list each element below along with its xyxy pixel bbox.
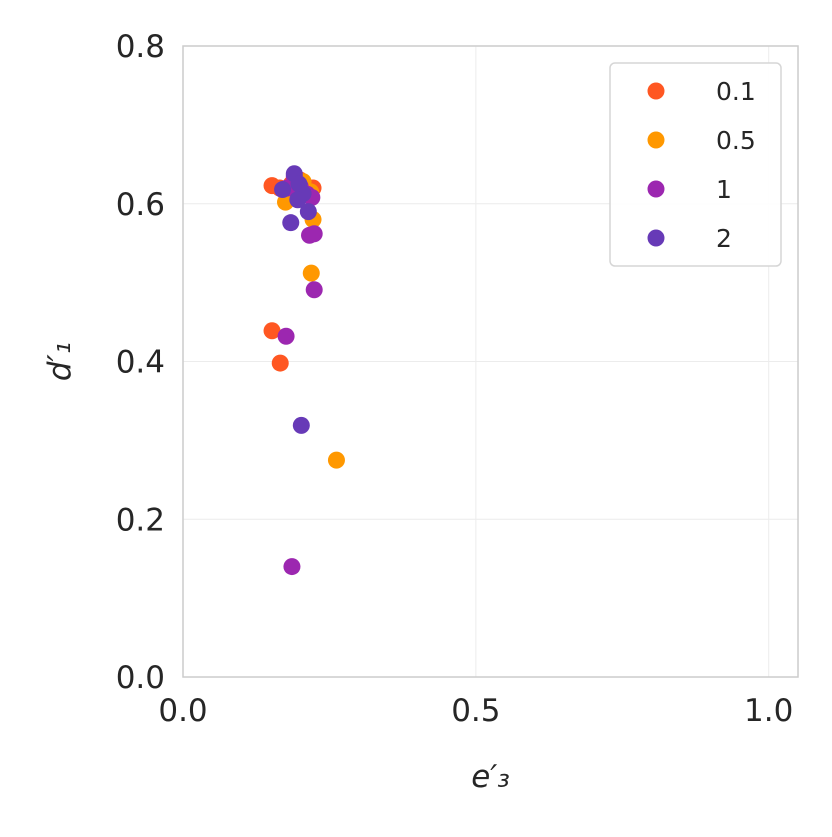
data-point-series-0.5 <box>302 264 320 282</box>
data-point-series-0.5 <box>327 451 345 469</box>
legend: 0.1 0.5 1 2 <box>609 62 782 267</box>
x-tick-label: 1.0 <box>744 693 793 729</box>
data-point-series-2 <box>299 203 317 221</box>
data-point-series-1 <box>305 281 323 299</box>
y-tick-label: 0.2 <box>116 502 165 538</box>
tick-layer: 0.0 0.5 1.0 0.0 0.2 0.4 0.6 0.8 <box>116 29 794 729</box>
legend-label: 0.1 <box>716 77 756 106</box>
y-tick-label: 0.0 <box>116 660 165 696</box>
y-tick-label: 0.4 <box>116 345 165 381</box>
data-point-series-1 <box>305 225 323 243</box>
data-point-series-1 <box>283 558 301 576</box>
legend-label: 0.5 <box>716 126 756 155</box>
legend-marker <box>647 131 665 149</box>
data-point-series-2 <box>282 214 300 232</box>
data-point-series-2 <box>289 191 307 209</box>
plot-frame <box>182 45 799 678</box>
data-point-series-0.1 <box>271 354 289 372</box>
legend-box <box>609 62 782 267</box>
x-tick-label: 0.0 <box>158 693 207 729</box>
y-tick-label: 0.8 <box>116 29 165 65</box>
legend-label: 1 <box>716 175 732 204</box>
data-point-series-1 <box>277 327 295 345</box>
x-tick-label: 0.5 <box>451 693 500 729</box>
y-tick-label: 0.6 <box>116 187 165 223</box>
legend-marker <box>647 82 665 100</box>
data-point-series-0.1 <box>263 322 281 340</box>
x-axis-label: e′₃ <box>471 759 510 795</box>
legend-marker <box>647 229 665 247</box>
data-point-series-2 <box>274 181 292 199</box>
legend-label: 2 <box>716 224 732 253</box>
data-point-series-2 <box>292 416 310 434</box>
points-layer <box>263 165 345 576</box>
legend-marker <box>647 180 665 198</box>
y-axis-label: d′₁ <box>42 342 78 381</box>
